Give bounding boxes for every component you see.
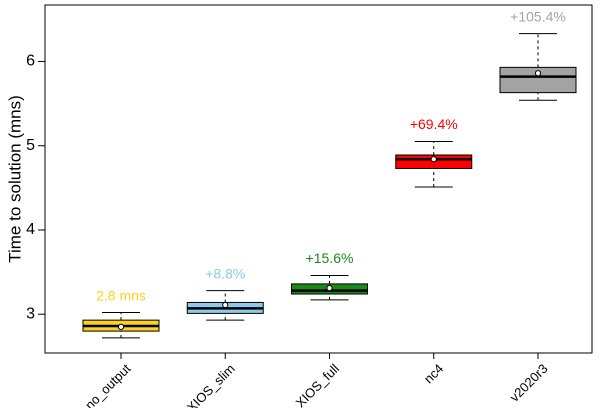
y-axis-label: Time to solution (mns) [5, 95, 24, 263]
mean-point [326, 285, 333, 292]
y-tick-label: 6 [26, 53, 35, 70]
annotation: +15.6% [306, 250, 354, 266]
mean-point [222, 301, 229, 309]
x-tick-label: nc4 [421, 361, 446, 386]
mean-point [430, 156, 437, 163]
y-tick-label: 5 [26, 137, 35, 154]
mean-point [534, 70, 542, 77]
x-tick-label: XIOS_full [293, 361, 343, 408]
annotation: +69.4% [410, 116, 458, 132]
x-tick-label: XIOS_slim [184, 361, 238, 408]
mean-point [117, 323, 125, 330]
plot-frame [44, 4, 593, 354]
y-tick-label: 3 [26, 305, 35, 322]
annotation: +105.4% [510, 8, 566, 24]
annotation: 2.8 mns [96, 287, 146, 303]
y-tick-label: 4 [26, 221, 35, 238]
annotation: +8.8% [205, 265, 245, 281]
x-tick-label: v2020r3 [507, 361, 551, 405]
x-tick-label: no_output [82, 361, 134, 408]
